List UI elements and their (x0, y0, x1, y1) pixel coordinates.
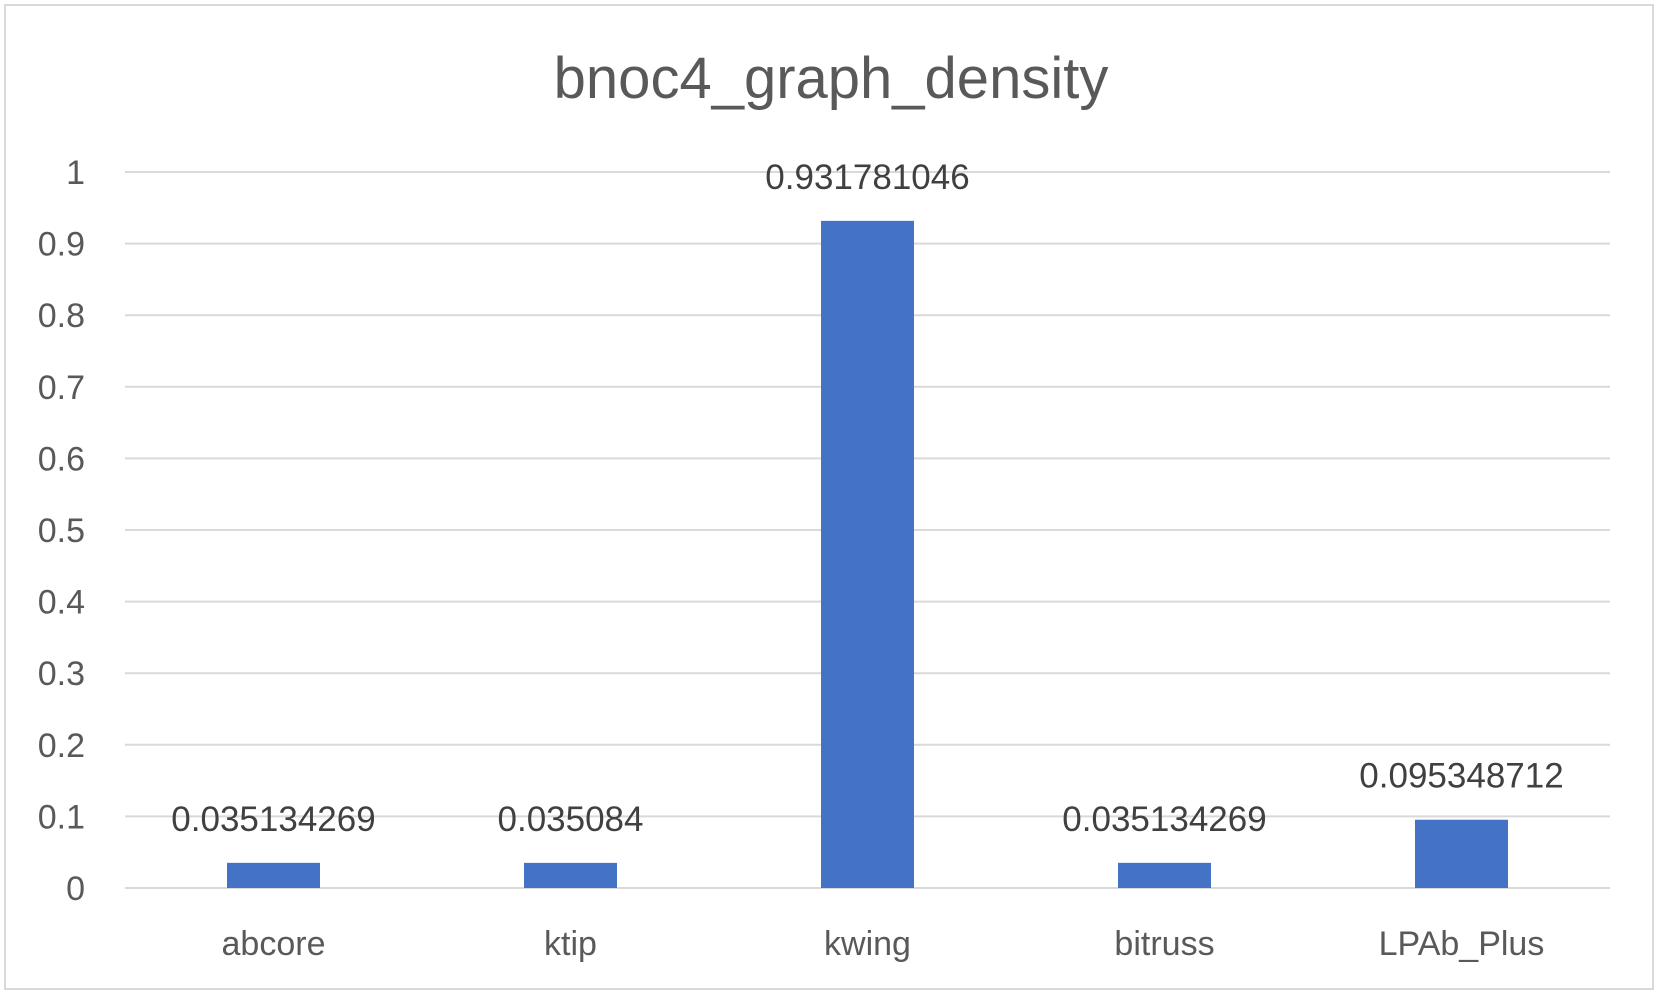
y-tick-label: 0.7 (38, 369, 85, 407)
bar-abcore (227, 862, 320, 888)
y-tick-label: 0.8 (38, 297, 85, 335)
category-label: bitruss (1114, 925, 1214, 963)
data-label: 0.931781046 (765, 158, 969, 197)
category-label: abcore (222, 925, 326, 963)
y-tick-label: 0.6 (38, 440, 85, 478)
category-label: LPAb_Plus (1379, 925, 1545, 963)
data-label: 0.035134269 (1062, 800, 1266, 839)
bar-kwing (821, 220, 914, 888)
data-label: 0.035134269 (171, 800, 375, 839)
bar-bitruss (1118, 862, 1211, 888)
category-label: ktip (544, 925, 597, 963)
x-axis-categories: abcore ktip kwing bitruss LPAb_Plus (222, 925, 1545, 963)
bars (227, 220, 1508, 888)
y-tick-label: 0.3 (38, 655, 85, 693)
chart-title: bnoc4_graph_density (554, 46, 1109, 111)
y-axis-ticks: 0 0.1 0.2 0.3 0.4 0.5 0.6 0.7 0.8 0.9 1 (38, 154, 85, 908)
y-tick-label: 0.2 (38, 727, 85, 765)
data-label: 0.095348712 (1359, 757, 1563, 796)
bar-lpab-plus (1415, 819, 1508, 888)
data-labels: 0.035134269 0.035084 0.931781046 0.03513426… (171, 158, 1563, 839)
data-label: 0.035084 (498, 800, 644, 839)
y-tick-label: 0.1 (38, 798, 85, 836)
y-tick-label: 0 (66, 870, 85, 908)
category-label: kwing (824, 925, 911, 963)
y-tick-label: 0.5 (38, 512, 85, 550)
y-tick-label: 0.9 (38, 226, 85, 264)
y-tick-label: 1 (66, 154, 85, 192)
bar-ktip (524, 862, 617, 888)
y-tick-label: 0.4 (38, 584, 85, 622)
